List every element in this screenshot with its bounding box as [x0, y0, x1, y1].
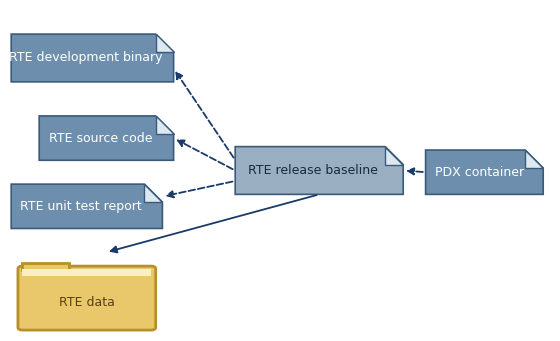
Text: PDX container: PDX container: [435, 166, 524, 179]
Text: RTE release baseline: RTE release baseline: [248, 164, 377, 177]
Polygon shape: [156, 116, 174, 134]
Polygon shape: [426, 150, 543, 194]
Text: RTE development binary: RTE development binary: [9, 51, 162, 64]
Polygon shape: [144, 184, 162, 202]
Text: RTE unit test report: RTE unit test report: [20, 200, 142, 213]
FancyBboxPatch shape: [22, 269, 151, 276]
Polygon shape: [39, 116, 174, 160]
Polygon shape: [11, 34, 174, 82]
FancyBboxPatch shape: [18, 266, 156, 330]
Polygon shape: [385, 147, 403, 165]
Polygon shape: [525, 150, 543, 168]
Text: RTE data: RTE data: [59, 296, 115, 309]
Polygon shape: [22, 263, 69, 269]
Polygon shape: [11, 184, 162, 228]
Polygon shape: [235, 147, 403, 194]
Polygon shape: [156, 34, 174, 52]
Text: RTE source code: RTE source code: [49, 132, 153, 145]
